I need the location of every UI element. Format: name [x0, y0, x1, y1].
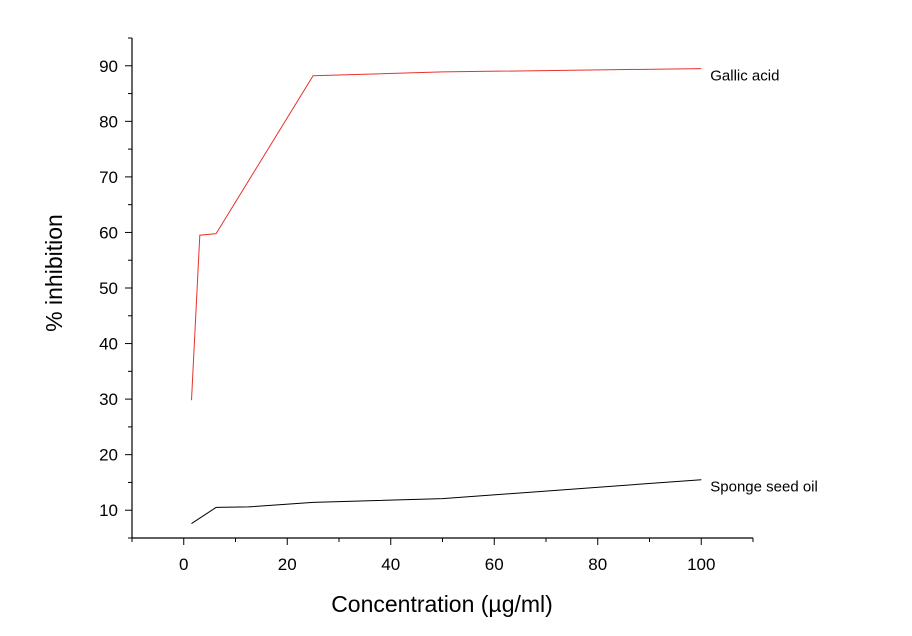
y-tick-label: 60: [99, 223, 118, 242]
y-tick-label: 20: [99, 446, 118, 465]
x-axis-title: Concentration (µg/ml): [331, 591, 553, 617]
series-line-gallic-acid: [191, 68, 702, 401]
x-tick-label: 0: [179, 555, 188, 574]
series-label-sponge-seed-oil: Sponge seed oil: [710, 479, 818, 496]
axes: 0 20 40 60 80 100 10 20 30 40 50 60 70 80 90: [99, 37, 754, 574]
series-line-sponge-seed-oil: [191, 479, 702, 525]
series-label-gallic-acid: Gallic acid: [710, 68, 779, 85]
y-axis-title: % inhibition: [41, 214, 67, 332]
y-tick-label: 50: [99, 279, 118, 298]
x-tick-label: 100: [687, 555, 715, 574]
y-tick-label: 30: [99, 390, 118, 409]
y-tick-label: 10: [99, 501, 118, 520]
y-tick-label: 90: [99, 57, 118, 76]
x-tick-label: 20: [278, 555, 297, 574]
x-tick-label: 40: [381, 555, 400, 574]
x-tick-label: 60: [485, 555, 504, 574]
y-tick-label: 80: [99, 112, 118, 131]
y-tick-label: 40: [99, 335, 118, 354]
x-tick-label: 80: [588, 555, 607, 574]
plot-area: Gallic acid Sponge seed oil: [191, 68, 818, 525]
y-tick-label: 70: [99, 168, 118, 187]
